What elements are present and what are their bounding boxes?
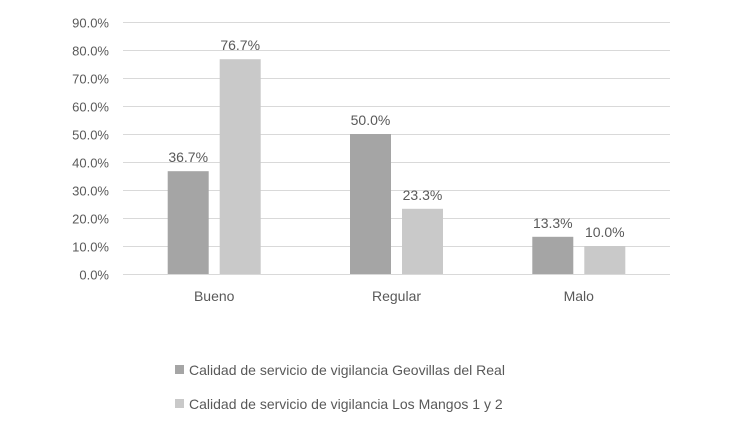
data-label: 23.3%	[403, 187, 443, 203]
y-tick-label: 20.0%	[72, 212, 109, 227]
x-category-label: Regular	[372, 288, 421, 304]
x-category-label: Bueno	[194, 288, 235, 304]
y-tick-label: 30.0%	[72, 184, 109, 199]
x-category-label: Malo	[564, 288, 595, 304]
data-label: 10.0%	[585, 224, 625, 240]
y-tick-label: 90.0%	[72, 16, 109, 31]
bar-regular-series-2	[402, 208, 443, 274]
bar-malo-series-1	[532, 236, 574, 274]
x-axis-categories: Bueno Regular Malo	[194, 288, 594, 304]
legend-label: Calidad de servicio de vigilancia Geovil…	[189, 362, 505, 378]
y-tick-label: 40.0%	[72, 156, 109, 171]
data-label: 50.0%	[351, 112, 391, 128]
bars	[167, 59, 626, 275]
data-label: 13.3%	[533, 215, 573, 231]
y-tick-label: 70.0%	[72, 72, 109, 87]
y-tick-label: 80.0%	[72, 44, 109, 59]
data-labels: 36.7% 76.7% 50.0% 23.3% 13.3% 10.0%	[168, 37, 624, 240]
bar-malo-series-2	[584, 246, 626, 274]
data-label: 76.7%	[220, 37, 260, 53]
legend: Calidad de servicio de vigilancia Geovil…	[175, 362, 505, 412]
legend-swatch	[175, 365, 184, 374]
y-tick-label: 10.0%	[72, 240, 109, 255]
bar-regular-series-1	[350, 134, 391, 274]
legend-label: Calidad de servicio de vigilancia Los Ma…	[189, 396, 503, 412]
gridlines	[123, 22, 670, 275]
bar-bueno-series-1	[167, 171, 209, 274]
y-tick-label: 50.0%	[72, 128, 109, 143]
legend-swatch	[175, 399, 184, 408]
y-tick-label: 60.0%	[72, 100, 109, 115]
data-label: 36.7%	[168, 149, 208, 165]
bar-bueno-series-2	[219, 59, 261, 275]
y-tick-label: 0.0%	[79, 268, 109, 283]
y-axis-ticks: 0.0% 10.0% 20.0% 30.0% 40.0% 50.0% 60.0% 70.0% 8…	[72, 16, 109, 283]
